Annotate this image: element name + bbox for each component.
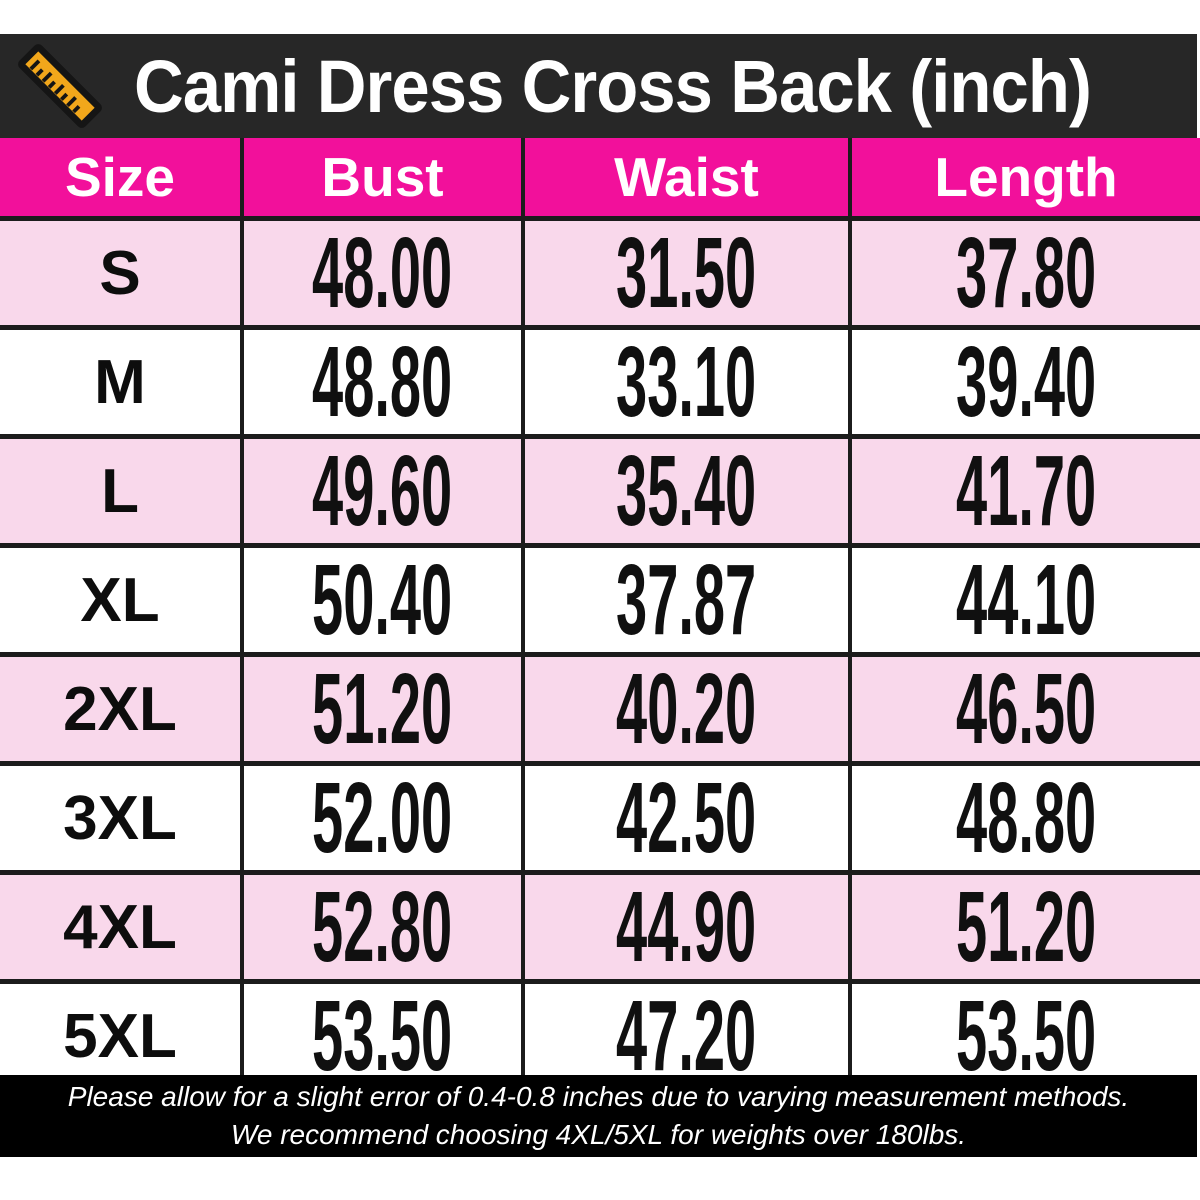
size-value: 3XL	[63, 783, 177, 853]
ruler-icon	[12, 38, 108, 134]
column-header-length: Length	[848, 138, 1200, 221]
bust-value: 52.80	[312, 871, 453, 983]
length-value: 48.80	[955, 762, 1097, 874]
waist-cell: 37.87	[521, 544, 850, 657]
length-value: 51.20	[955, 871, 1097, 983]
length-cell: 41.70	[848, 435, 1200, 548]
size-cell: M	[0, 327, 242, 439]
waist-cell: 35.40	[521, 435, 850, 548]
length-cell: 44.10	[848, 544, 1200, 657]
size-value: 2XL	[63, 674, 177, 744]
waist-value: 40.20	[616, 653, 757, 765]
size-value: S	[99, 238, 141, 308]
table-header-row: Size Bust Waist Length	[0, 138, 1200, 221]
waist-value: 44.90	[616, 871, 757, 983]
length-cell: 48.80	[848, 762, 1200, 875]
bust-cell: 48.80	[240, 326, 523, 439]
footer-note: Please allow for a slight error of 0.4-0…	[0, 1075, 1197, 1157]
length-cell: 39.40	[848, 326, 1200, 439]
bust-value: 51.20	[312, 653, 453, 765]
table-row-5xl: 5XL 53.50 47.20 53.50	[0, 980, 1200, 1092]
size-value: M	[94, 347, 146, 417]
bust-cell: 52.00	[240, 762, 523, 875]
waist-cell: 31.50	[521, 217, 850, 330]
size-value: L	[101, 456, 139, 526]
size-cell: 5XL	[0, 981, 242, 1088]
bust-cell: 50.40	[240, 544, 523, 657]
waist-cell: 40.20	[521, 653, 850, 766]
size-value: XL	[80, 565, 160, 635]
waist-value: 42.50	[616, 762, 757, 874]
waist-value: 47.20	[616, 980, 757, 1092]
size-cell: S	[0, 218, 242, 330]
size-cell: 3XL	[0, 763, 242, 875]
length-value: 46.50	[955, 653, 1097, 765]
table-row-l: L 49.60 35.40 41.70	[0, 435, 1200, 548]
length-value: 53.50	[955, 980, 1097, 1092]
bust-value: 53.50	[312, 980, 453, 1092]
column-header-bust: Bust	[240, 138, 523, 221]
column-header-size: Size	[0, 138, 242, 221]
size-cell: 2XL	[0, 654, 242, 766]
length-cell: 46.50	[848, 653, 1200, 766]
page-title: Cami Dress Cross Back (inch)	[134, 44, 1092, 128]
bust-value: 48.80	[312, 326, 453, 438]
length-cell: 53.50	[848, 980, 1200, 1092]
length-cell: 37.80	[848, 217, 1200, 330]
waist-cell: 47.20	[521, 980, 850, 1092]
size-cell: 4XL	[0, 872, 242, 984]
table-row-s: S 48.00 31.50 37.80	[0, 217, 1200, 330]
waist-value: 31.50	[616, 217, 757, 329]
waist-cell: 33.10	[521, 326, 850, 439]
length-value: 44.10	[955, 544, 1097, 656]
size-cell: L	[0, 436, 242, 548]
waist-value: 37.87	[616, 544, 757, 656]
bust-value: 49.60	[312, 435, 453, 547]
length-value: 37.80	[955, 217, 1097, 329]
length-value: 39.40	[955, 326, 1097, 438]
waist-value: 33.10	[616, 326, 757, 438]
table-row-m: M 48.80 33.10 39.40	[0, 326, 1200, 439]
table-row-2xl: 2XL 51.20 40.20 46.50	[0, 653, 1200, 766]
waist-cell: 44.90	[521, 871, 850, 984]
bust-cell: 51.20	[240, 653, 523, 766]
bust-cell: 52.80	[240, 871, 523, 984]
column-header-waist: Waist	[521, 138, 850, 221]
length-cell: 51.20	[848, 871, 1200, 984]
bust-cell: 49.60	[240, 435, 523, 548]
bust-cell: 53.50	[240, 980, 523, 1092]
footer-note-line-1: Please allow for a slight error of 0.4-0…	[67, 1081, 1130, 1112]
waist-cell: 42.50	[521, 762, 850, 875]
table-row-3xl: 3XL 52.00 42.50 48.80	[0, 762, 1200, 875]
waist-value: 35.40	[616, 435, 757, 547]
size-table: Size Bust Waist Length S 48.00 31.50 37.…	[0, 138, 1200, 1088]
bust-value: 50.40	[312, 544, 453, 656]
bust-cell: 48.00	[240, 217, 523, 330]
table-row-4xl: 4XL 52.80 44.90 51.20	[0, 871, 1200, 984]
footer-note-line-2: We recommend choosing 4XL/5XL for weight…	[230, 1119, 967, 1150]
size-value: 4XL	[63, 892, 177, 962]
bust-value: 52.00	[312, 762, 453, 874]
size-value: 5XL	[63, 1001, 177, 1071]
length-value: 41.70	[955, 435, 1097, 547]
size-cell: XL	[0, 545, 242, 657]
title-bar: Cami Dress Cross Back (inch)	[0, 34, 1197, 138]
table-row-xl: XL 50.40 37.87 44.10	[0, 544, 1200, 657]
bust-value: 48.00	[312, 217, 453, 329]
